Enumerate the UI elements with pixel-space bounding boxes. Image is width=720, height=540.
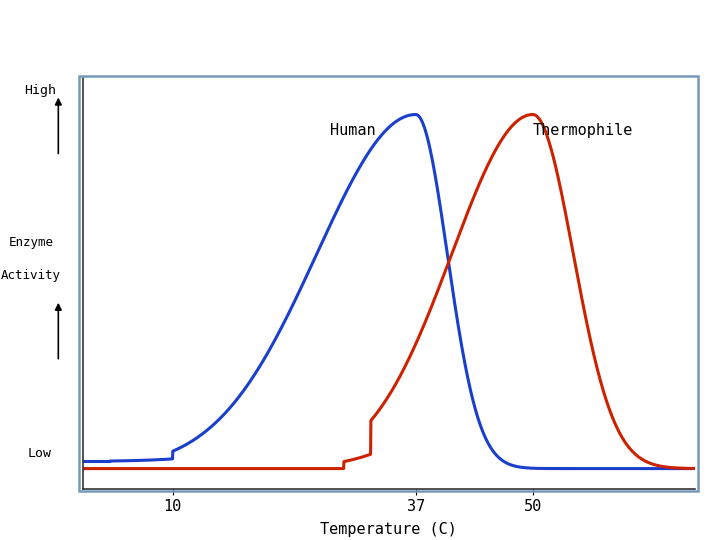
Text: Thermophile: Thermophile — [533, 123, 633, 138]
Text: Enzyme: Enzyme — [8, 236, 53, 249]
X-axis label: Temperature (C): Temperature (C) — [320, 523, 457, 537]
Text: La température: La température — [256, 143, 464, 168]
Text: Facteurs influençant la catalyse: Facteurs influençant la catalyse — [98, 30, 622, 58]
Text: enzymatique: enzymatique — [254, 85, 466, 113]
Text: Human: Human — [330, 123, 376, 138]
Text: Catalyse enzymatique: Catalyse enzymatique — [275, 512, 445, 527]
Text: Activity: Activity — [1, 269, 60, 282]
Text: High: High — [24, 84, 56, 97]
Text: Low: Low — [28, 447, 52, 460]
